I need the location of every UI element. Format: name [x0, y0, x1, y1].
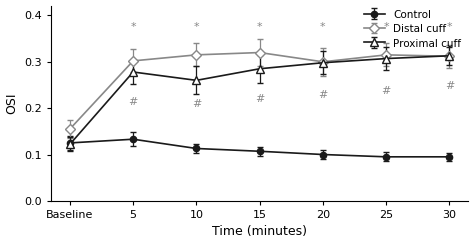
Legend: Control, Distal cuff, Proximal cuff: Control, Distal cuff, Proximal cuff	[360, 5, 465, 53]
Text: #: #	[318, 90, 328, 100]
Text: *: *	[130, 22, 136, 32]
Text: *: *	[193, 22, 199, 32]
X-axis label: Time (minutes): Time (minutes)	[212, 225, 307, 238]
Text: #: #	[255, 94, 264, 104]
Text: *: *	[320, 22, 326, 32]
Y-axis label: OSI: OSI	[6, 93, 18, 114]
Text: *: *	[257, 22, 263, 32]
Text: #: #	[191, 100, 201, 110]
Text: *: *	[447, 22, 452, 32]
Text: #: #	[382, 86, 391, 96]
Text: #: #	[128, 97, 138, 107]
Text: #: #	[445, 81, 454, 91]
Text: *: *	[383, 22, 389, 32]
